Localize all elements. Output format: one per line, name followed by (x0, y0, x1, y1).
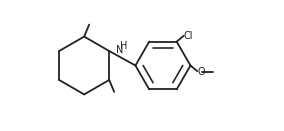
Text: N: N (116, 45, 123, 55)
Text: O: O (198, 67, 205, 77)
Text: Cl: Cl (184, 31, 193, 41)
Text: H: H (120, 41, 127, 51)
